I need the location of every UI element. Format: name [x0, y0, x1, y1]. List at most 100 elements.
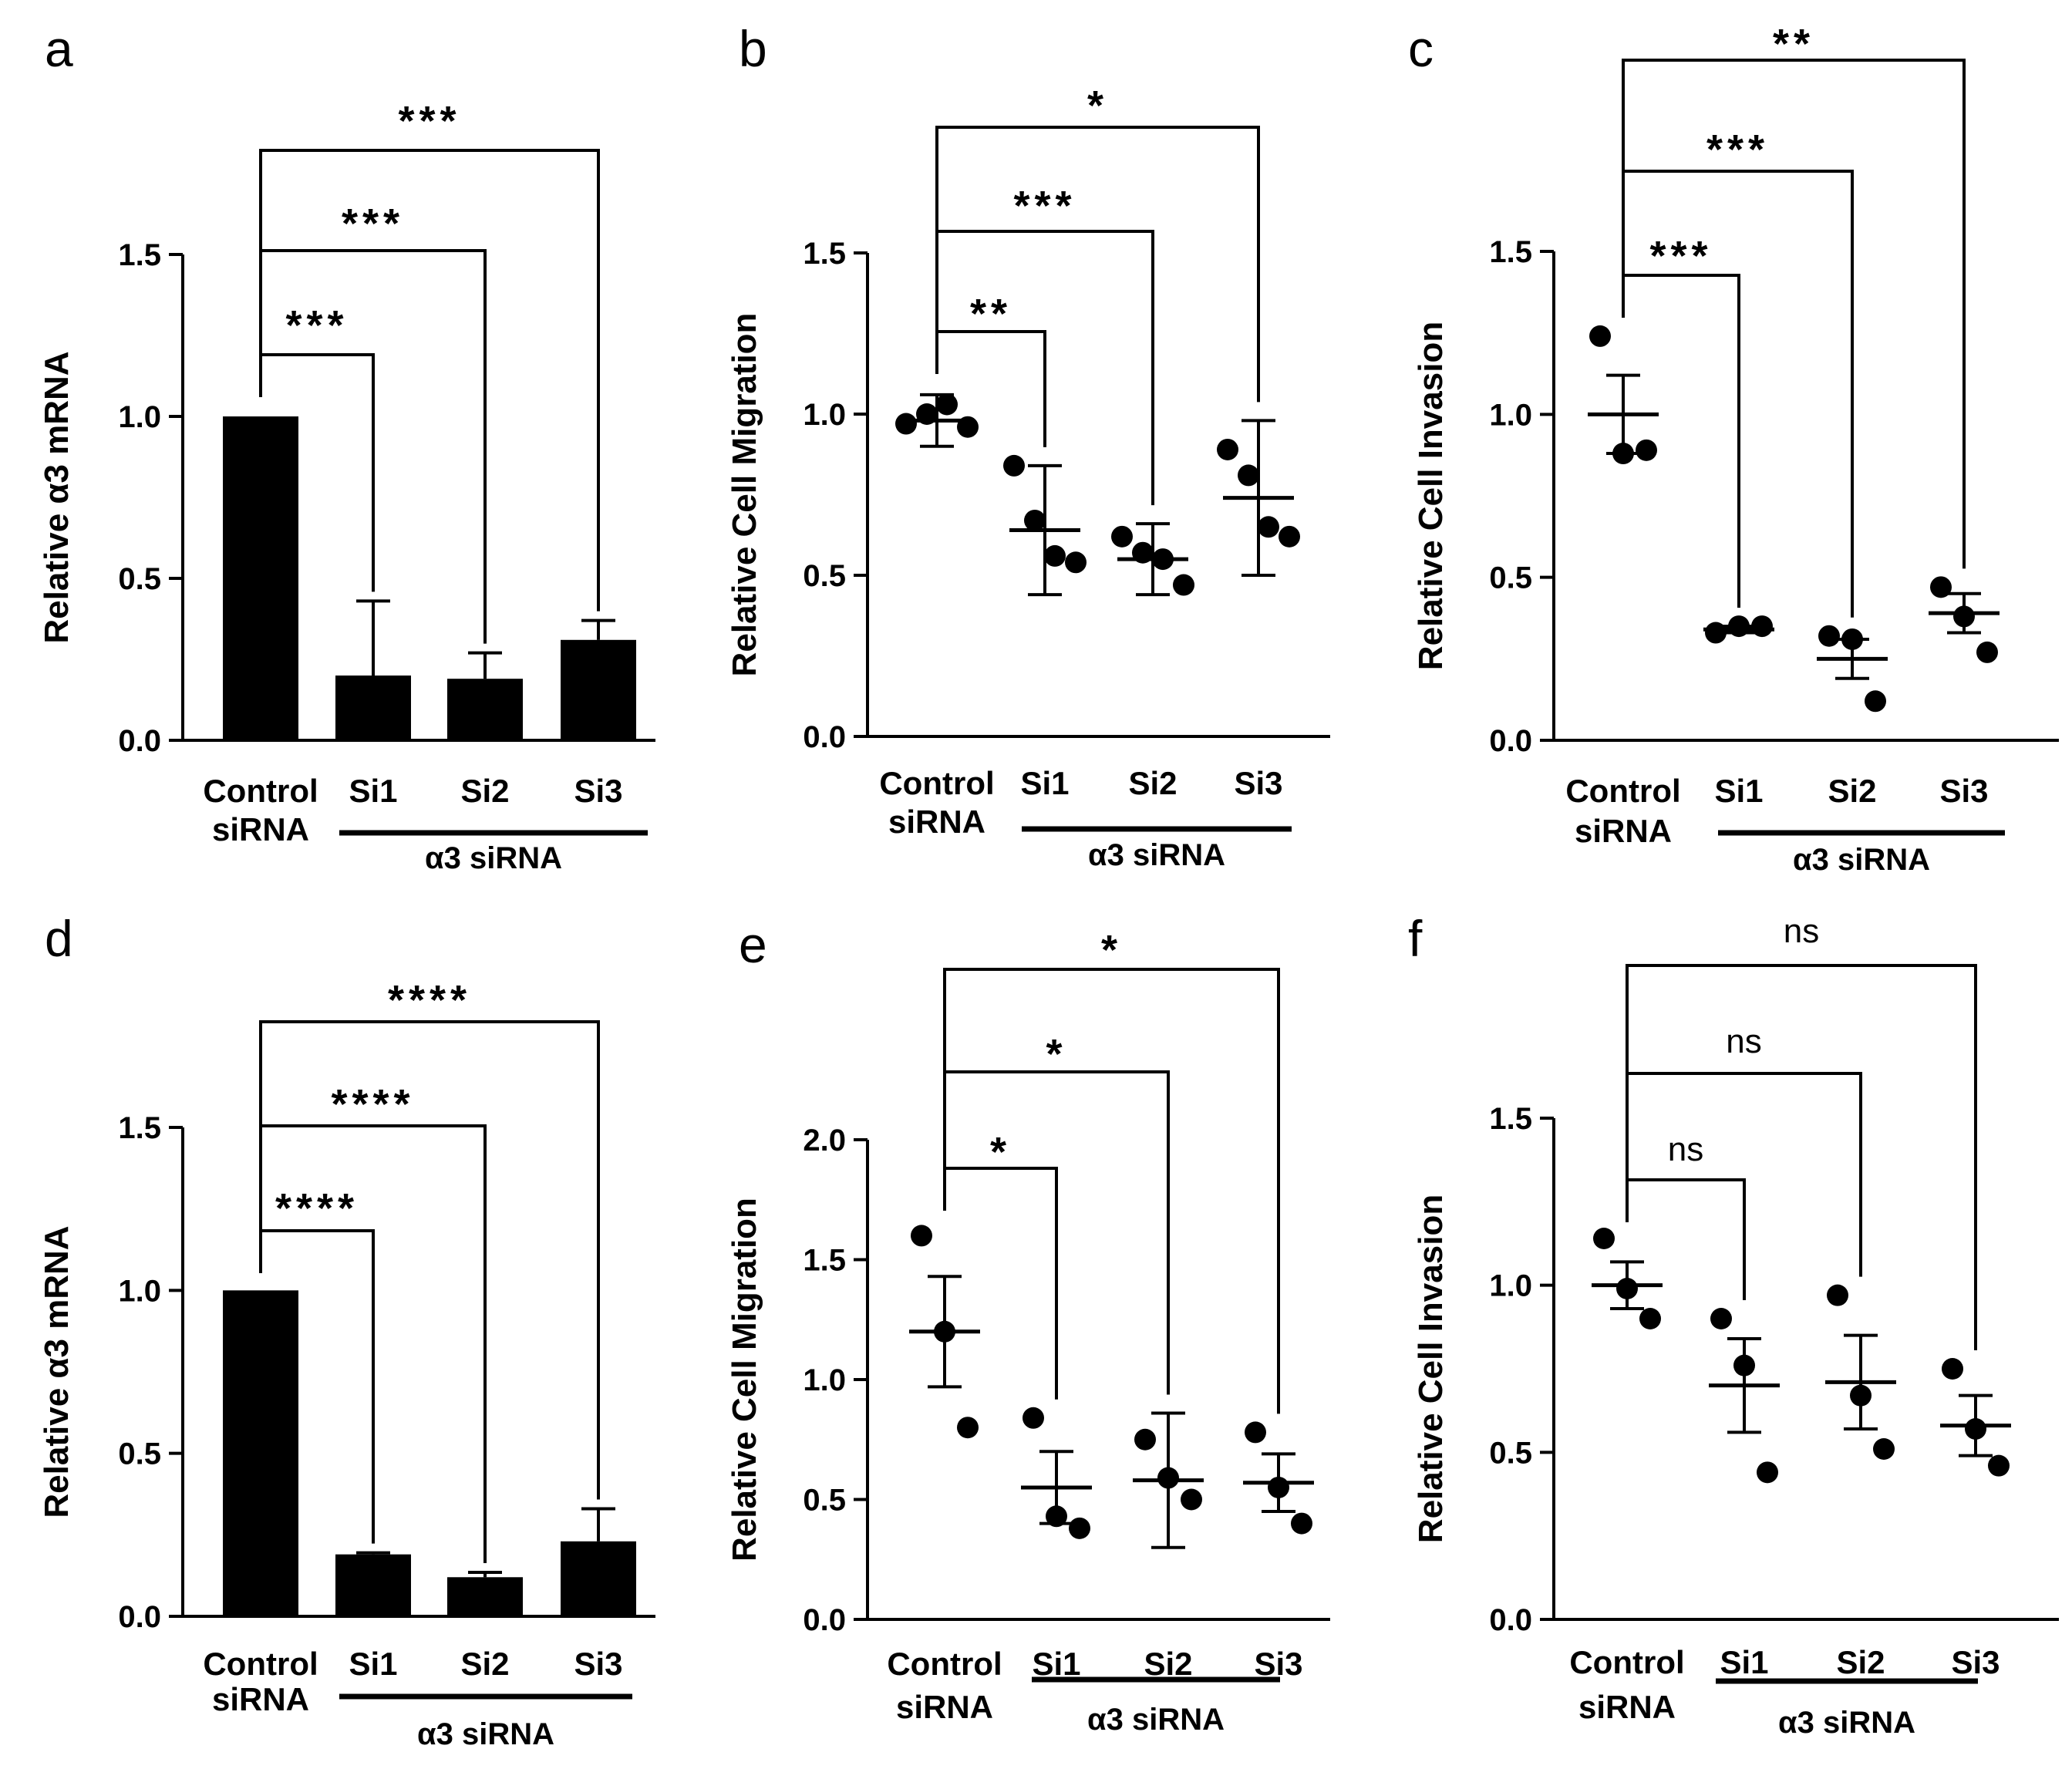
significance-label: ns [1726, 1023, 1761, 1060]
x-tick-label: Control [1569, 1644, 1684, 1680]
data-point [1217, 438, 1238, 460]
data-point [1639, 1308, 1661, 1329]
data-point [1850, 1384, 1872, 1407]
x-tick-label: Control [879, 765, 994, 801]
significance-bracket [943, 1167, 1058, 1400]
significance-label: ** [970, 291, 1012, 337]
y-tick-label: 0.5 [803, 559, 846, 593]
group-label: α3 siRNA [417, 1717, 554, 1751]
panel-letter: e [739, 916, 767, 973]
data-point [1757, 1461, 1778, 1484]
significance-label: *** [342, 200, 404, 247]
x-tick-label: Si3 [1939, 773, 1988, 809]
data-point [1157, 1467, 1179, 1489]
y-tick-label: 0.0 [1489, 724, 1532, 758]
x-tick-label: Si2 [1836, 1644, 1885, 1680]
data-point [1593, 1228, 1615, 1249]
x-tick-label: Si2 [460, 1646, 509, 1682]
significance-bracket [943, 968, 1280, 1414]
data-point [1942, 1358, 1963, 1380]
x-tick-label: Si3 [1254, 1646, 1302, 1682]
panel-letter: f [1408, 910, 1423, 967]
x-tick-sublabel: siRNA [1578, 1689, 1676, 1725]
bar-si3 [561, 1541, 636, 1616]
significance-label: *** [1013, 183, 1076, 229]
bar-si3 [561, 639, 636, 740]
x-tick-label: Si1 [1714, 773, 1763, 809]
bar-control [223, 1290, 298, 1616]
x-tick-sublabel: siRNA [888, 804, 985, 840]
data-point [1245, 1421, 1266, 1444]
panel-e: e 0.0 0.5 1.0 1.5 2.0 Relative Cell Migration C… [726, 916, 1330, 1737]
significance-label: **** [331, 1081, 414, 1127]
data-point [1705, 622, 1727, 644]
x-tick-sublabel: siRNA [212, 811, 309, 847]
x-tick-label: Si1 [1020, 765, 1069, 801]
data-point [1930, 576, 1952, 598]
bar-si2 [447, 679, 523, 740]
y-tick-label: 1.0 [1489, 1269, 1532, 1303]
x-tick-label: Si1 [349, 1646, 397, 1682]
x-tick-sublabel: siRNA [896, 1689, 993, 1725]
data-point [1751, 615, 1773, 638]
data-point [957, 1417, 979, 1439]
significance-bracket [1626, 1178, 1746, 1300]
data-point [1003, 454, 1025, 477]
panel-letter: a [45, 20, 73, 77]
y-axis-label: Relative α3 mRNA [38, 351, 76, 643]
y-tick-label: 0.0 [803, 720, 846, 754]
data-point [1710, 1308, 1732, 1329]
significance-bracket [259, 149, 600, 612]
x-tick-sublabel: siRNA [1575, 813, 1672, 849]
y-axis-label: Relative Cell Migration [726, 313, 763, 677]
significance-label: * [1087, 83, 1108, 129]
data-point [1728, 615, 1750, 638]
y-tick-label: 0.5 [1489, 561, 1532, 595]
data-point [1589, 325, 1611, 347]
x-tick-label: Si3 [574, 1646, 622, 1682]
bar-si1 [335, 1554, 411, 1616]
y-tick-label: 1.5 [803, 1244, 846, 1278]
panel-f: f 0.0 0.5 1.0 1.5 Relative Cell Invasion Contr… [1408, 910, 2059, 1740]
y-axis-label: Relative Cell Invasion [1412, 322, 1450, 670]
data-point [1024, 509, 1046, 531]
bar-si2 [447, 1577, 523, 1616]
data-point [1616, 1278, 1638, 1299]
data-point [957, 416, 979, 438]
x-tick-label: Control [203, 773, 318, 809]
data-point [1023, 1407, 1044, 1429]
y-tick-label: 1.5 [803, 237, 846, 271]
panel-d: d 0.0 0.5 1.0 1.5 Relative α3 mRNA ControlsiRN… [38, 910, 655, 1751]
panel-c: c 0.0 0.5 1.0 1.5 Relative Cell Invasion Contr… [1408, 20, 2059, 877]
significance-bracket [935, 330, 1046, 447]
x-tick-label: Si3 [1951, 1644, 2000, 1680]
data-point [895, 413, 917, 435]
y-tick-label: 1.5 [1489, 1102, 1532, 1136]
data-point [1065, 551, 1087, 574]
panel-b: b 0.0 0.5 1.0 1.5 Relative Cell Migration Cont… [726, 20, 1330, 872]
data-point [1988, 1454, 2010, 1477]
y-tick-label: 1.0 [803, 398, 846, 432]
y-tick-label: 0.0 [803, 1603, 846, 1637]
x-tick-label: Si1 [1032, 1646, 1080, 1682]
group-label: α3 siRNA [1793, 843, 1930, 877]
y-tick-label: 1.0 [118, 400, 161, 434]
significance-label: ** [1773, 21, 1814, 67]
data-point [936, 393, 958, 416]
y-axis-label: Relative Cell Migration [726, 1198, 763, 1562]
y-axis-label: Relative α3 mRNA [38, 1225, 76, 1518]
data-point [1132, 541, 1154, 564]
x-tick-label: Si1 [349, 773, 397, 809]
group-label: α3 siRNA [1087, 1703, 1225, 1737]
y-tick-label: 0.5 [118, 1437, 161, 1471]
y-tick-label: 0.5 [118, 562, 161, 596]
panel-letter: b [739, 20, 767, 77]
data-point [1238, 464, 1259, 487]
y-tick-label: 0.0 [118, 1600, 161, 1634]
panel-a: a 0.0 0.5 1.0 1.5 Relative α3 mRNA ControlsiRN… [38, 20, 655, 875]
x-tick-label: Si2 [1144, 1646, 1192, 1682]
significance-bracket [935, 126, 1260, 403]
data-point [1291, 1512, 1312, 1535]
y-tick-label: 1.0 [118, 1274, 161, 1308]
